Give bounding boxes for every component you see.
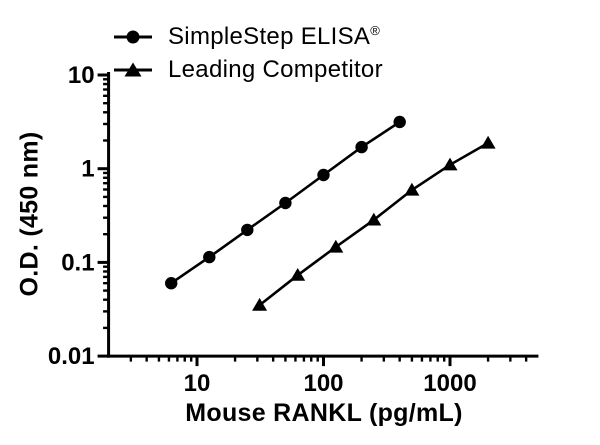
circle-marker-icon	[114, 30, 152, 43]
legend-label-simplestep-text: SimpleStep ELISA	[168, 22, 371, 50]
data-point-circle	[279, 196, 292, 210]
data-point-circle	[317, 168, 330, 182]
data-point-triangle	[366, 212, 382, 226]
data-point-triangle	[252, 297, 268, 311]
data-point-circle	[393, 115, 406, 129]
y-tick-label: 10	[68, 62, 95, 89]
y-tick-label: 0.01	[48, 343, 95, 370]
x-axis-title: Mouse RANKL (pg/mL)	[185, 399, 463, 427]
registered-trademark-symbol: ®	[370, 22, 381, 38]
data-point-circle	[241, 223, 254, 237]
x-tick-label: 100	[303, 370, 343, 397]
legend-item-competitor: Leading Competitor	[113, 53, 383, 86]
x-tick-label: 10	[184, 370, 211, 397]
legend: SimpleStep ELISA® Leading Competitor	[113, 20, 383, 86]
data-point-circle	[355, 140, 368, 154]
data-point-circle	[203, 250, 216, 264]
y-tick-label: 0.1	[61, 249, 94, 276]
legend-label-competitor: Leading Competitor	[168, 56, 383, 84]
x-tick-label: 1000	[423, 370, 476, 397]
data-point-circle	[165, 277, 178, 290]
data-point-triangle	[404, 182, 420, 196]
y-tick-label: 1	[81, 156, 94, 183]
legend-label-competitor-text: Leading Competitor	[168, 55, 383, 83]
y-axis-title: O.D. (450 nm)	[15, 131, 44, 297]
legend-item-simplestep: SimpleStep ELISA®	[113, 20, 383, 53]
triangle-marker-icon	[114, 62, 152, 76]
legend-label-simplestep: SimpleStep ELISA®	[168, 23, 380, 51]
data-point-triangle	[328, 239, 344, 253]
data-point-triangle	[480, 135, 496, 149]
data-point-triangle	[290, 268, 306, 281]
data-point-triangle	[442, 157, 458, 171]
